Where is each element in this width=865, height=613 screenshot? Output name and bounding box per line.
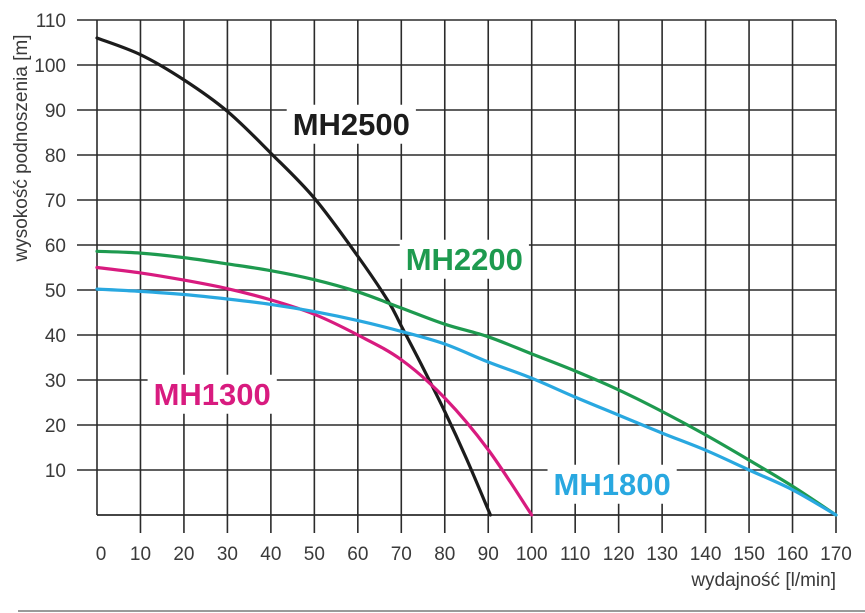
series-label-background — [147, 374, 277, 414]
x-tick-label: 100 — [516, 544, 548, 565]
y-tick-label: 50 — [45, 281, 66, 302]
x-tick-label: 60 — [347, 544, 368, 565]
y-tick-label: 110 — [36, 11, 66, 32]
y-tick-label: 70 — [45, 191, 66, 212]
x-axis-title: wydajność [l/min] — [690, 570, 836, 591]
y-tick-label: 80 — [45, 146, 66, 167]
series-label-mh2500: MH2500 — [293, 107, 410, 142]
x-tick-label: 10 — [130, 544, 151, 565]
x-tick-label: 20 — [173, 544, 194, 565]
x-tick-label: 80 — [434, 544, 455, 565]
x-tick-label: 170 — [820, 544, 852, 565]
x-tick-labels: 0 10 20 30 40 50 60 70 80 90 100 110 120 130 140 150 160… — [96, 544, 852, 565]
y-axis-title: wysokość podnoszenia [m] — [11, 34, 32, 262]
series-label-mh1800: MH1800 — [554, 467, 671, 502]
series-line-mh2500 — [95, 36, 493, 517]
series-line-mh1300 — [95, 265, 534, 517]
series-line-mh1800 — [95, 287, 838, 517]
y-tick-label: 60 — [45, 236, 66, 257]
y-tick-label: 30 — [45, 371, 66, 392]
bottom-divider — [18, 610, 865, 612]
y-tick-label: 100 — [34, 56, 66, 77]
x-tick-label: 130 — [646, 544, 678, 565]
x-tick-label: 140 — [690, 544, 722, 565]
y-tick-label: 20 — [45, 416, 66, 437]
series-label-background — [286, 104, 416, 144]
x-tick-label: 50 — [304, 544, 325, 565]
series-lines — [95, 36, 838, 517]
series-label-background — [547, 464, 677, 504]
x-tick-label: 0 — [96, 544, 107, 565]
series-label-background — [399, 239, 529, 279]
x-tick-label: 90 — [478, 544, 499, 565]
x-tick-label: 110 — [560, 544, 590, 565]
x-tick-label: 150 — [733, 544, 765, 565]
series-label-mh2200: MH2200 — [406, 242, 523, 277]
y-tick-label: 10 — [45, 461, 66, 482]
x-tick-label: 120 — [603, 544, 635, 565]
series-label-mh1300: MH1300 — [154, 377, 271, 412]
x-tick-label: 160 — [777, 544, 809, 565]
y-tick-labels: 10 20 30 40 50 60 70 80 90 100 110 — [34, 11, 66, 482]
y-tick-label: 90 — [45, 101, 66, 122]
y-tick-label: 40 — [45, 326, 66, 347]
x-tick-label: 40 — [260, 544, 281, 565]
x-tick-label: 70 — [391, 544, 412, 565]
series-labels: MH2500 MH2200 MH1300 MH1800 — [147, 104, 677, 504]
x-tick-label: 30 — [217, 544, 238, 565]
series-line-mh2200 — [95, 249, 838, 517]
